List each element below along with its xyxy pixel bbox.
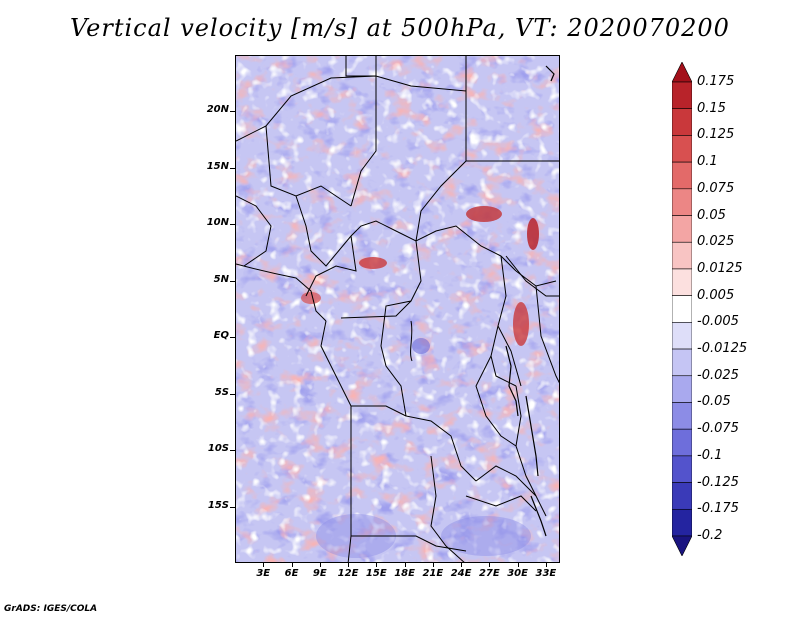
colorbar-bin [672,135,692,163]
lon-label: 33E [535,568,557,579]
lat-tick [230,280,235,282]
colorbar-bin [672,215,692,243]
colorbar-bin [672,62,692,83]
lat-tick [230,506,235,508]
colorbar-bin [672,241,692,270]
lat-label: 10N [206,217,229,229]
lon-tick [319,563,321,567]
grads-credit: GrADS: IGES/COLA [4,604,98,614]
colorbar-label: -0.005 [697,314,739,330]
lon-label: 18E [394,568,415,579]
lon-label: 24E [450,568,472,579]
colorbar-label: -0.075 [697,421,739,437]
colorbar-bin [672,268,692,296]
colorbar-label: -0.05 [697,394,731,410]
colorbar-bin [672,482,692,510]
lon-tick [376,563,378,567]
lon-tick [545,563,547,567]
colorbar-bin [672,322,692,350]
lon-label: 9E [312,568,327,579]
lon-label: 15E [365,568,387,579]
colorbar-bin [672,348,692,377]
country-borders [236,56,559,562]
colorbar-label: 0.005 [697,287,735,303]
colorbar-bin [672,108,692,136]
colorbar-label: 0.025 [697,234,735,250]
colorbar-label: 0.0125 [697,260,743,276]
colorbar-bin [672,455,692,483]
lon-label: 6E [284,568,299,579]
lat-label: 15N [206,160,229,172]
lon-tick [348,563,350,567]
lon-label: 30E [507,568,528,579]
colorbar-label: 0.075 [697,180,735,196]
colorbar-bin [672,428,692,457]
colorbar-bin [672,81,692,110]
lon-label: 21E [422,568,444,579]
colorbar-label: -0.0125 [697,341,748,357]
lon-tick [461,563,463,567]
colorbar-label: -0.025 [697,367,739,383]
colorbar-label: -0.1 [697,447,723,463]
colorbar-bin [672,188,692,216]
lon-label: 12E [337,568,359,579]
lon-tick [263,563,265,567]
lat-label: EQ [213,330,229,342]
colorbar-bin [672,161,692,190]
colorbar-bin [672,535,692,556]
map-title: Vertical velocity [m/s] at 500hPa, VT: 2… [70,14,730,42]
lon-label: 3E [256,568,271,579]
lon-label: 27E [478,568,500,579]
colorbar [672,62,692,556]
colorbar-bin [672,402,692,430]
lakes-and-coast [505,65,555,537]
lat-tick [230,393,235,395]
colorbar-label: 0.175 [697,74,735,89]
lat-tick [230,224,235,226]
colorbar-bin [672,508,692,537]
lon-tick [291,563,293,567]
colorbar-label: -0.2 [697,528,723,543]
colorbar-label: -0.125 [697,474,739,490]
lat-label: 10S [207,443,229,455]
lat-tick [230,450,235,452]
lat-label: 5N [213,273,229,285]
lat-tick [230,337,235,339]
lon-tick [489,563,491,567]
lon-tick [432,563,434,567]
velocity-field [236,56,559,562]
colorbar-bin [672,375,692,403]
lon-tick [404,563,406,567]
lat-label: 20N [206,104,229,116]
colorbar-label: 0.15 [697,100,726,116]
lat-label: 5S [214,386,229,398]
colorbar-label: 0.1 [697,154,718,170]
lon-tick [517,563,519,567]
lat-tick [230,167,235,169]
lat-tick [230,111,235,113]
colorbar-label: 0.05 [697,207,726,223]
colorbar-bin [672,295,692,323]
colorbar-label: 0.125 [697,127,735,143]
colorbar-label: -0.175 [697,501,739,517]
velocity-map [235,55,560,563]
lat-label: 15S [207,499,229,511]
